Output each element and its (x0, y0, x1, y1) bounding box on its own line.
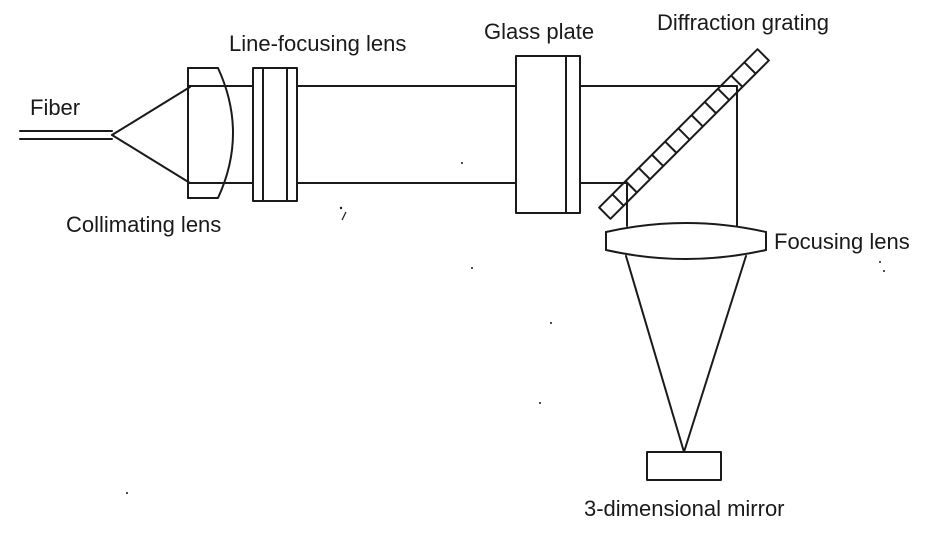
label-collimating-lens: Collimating lens (66, 212, 221, 237)
line-focusing-lens (252, 67, 298, 202)
diffraction-grating (598, 48, 770, 220)
label-fiber: Fiber (30, 95, 80, 120)
3-dimensional-mirror (646, 451, 722, 481)
grating-segment (690, 114, 704, 128)
collimated-beam (223, 85, 738, 184)
label-3-dimensional-mirror: 3-dimensional mirror (584, 496, 785, 521)
grating-segment (743, 61, 757, 75)
focusing-lens (605, 222, 767, 260)
grating-segment (611, 193, 625, 207)
grating-segment (638, 167, 651, 180)
collimating-lens (187, 67, 234, 199)
grating-segment (651, 154, 664, 167)
label-line-focusing-lens: Line-focusing lens (229, 31, 406, 56)
grating-segment (664, 140, 678, 154)
grating-segment (730, 74, 744, 88)
grating-segment (717, 88, 730, 101)
diverging-beam (111, 86, 191, 184)
label-focusing-lens: Focusing lens (774, 229, 910, 254)
label-diffraction-grating: Diffraction grating (657, 10, 829, 35)
scan-specks (126, 162, 885, 494)
grating-segment (677, 127, 691, 141)
grating-segment (704, 101, 717, 114)
diffracted-beam (626, 85, 738, 227)
converging-beam (625, 255, 747, 453)
fiber (19, 130, 113, 140)
glass-plate (515, 55, 581, 214)
label-glass-plate: Glass plate (484, 19, 594, 44)
